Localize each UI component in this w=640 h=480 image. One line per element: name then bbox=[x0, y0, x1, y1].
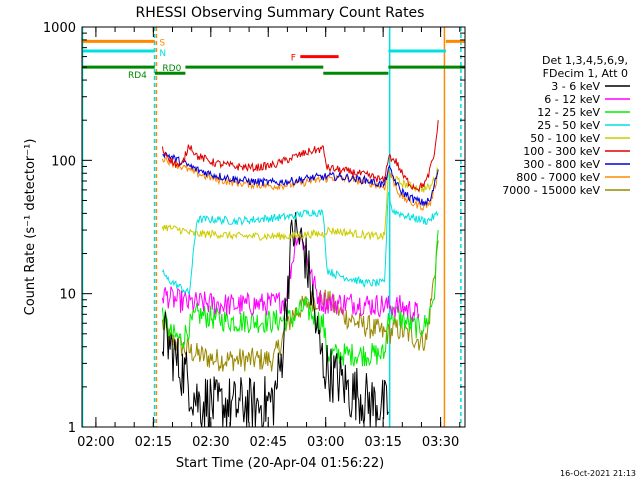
legend-label: 6 - 12 keV bbox=[544, 93, 600, 106]
x-tick-label: 03:30 bbox=[422, 435, 459, 450]
x-tick-label: 02:45 bbox=[250, 435, 287, 450]
x-tick-label: 02:15 bbox=[135, 435, 172, 450]
legend-label: 12 - 25 keV bbox=[537, 106, 600, 119]
legend-header: Det 1,3,4,5,6,9, bbox=[542, 54, 628, 67]
flag-label-rd4: RD4 bbox=[128, 71, 147, 81]
legend-header: FDecim 1, Att 0 bbox=[543, 67, 628, 80]
flag-label-s: S bbox=[159, 38, 165, 48]
y-tick-label: 100 bbox=[51, 154, 76, 169]
y-axis-label: Count Rate (s⁻¹ detector⁻¹) bbox=[23, 139, 38, 316]
flag-label-rd0: RD0 bbox=[162, 64, 181, 74]
y-tick-label: 1 bbox=[68, 421, 76, 436]
flag-label-f: F bbox=[291, 54, 296, 64]
y-tick-label: 10 bbox=[59, 288, 76, 303]
legend-label: 800 - 7000 keV bbox=[516, 171, 600, 184]
legend-label: 3 - 6 keV bbox=[551, 80, 600, 93]
x-tick-label: 02:30 bbox=[192, 435, 229, 450]
legend-label: 100 - 300 keV bbox=[523, 145, 600, 158]
legend-label: 25 - 50 keV bbox=[537, 119, 600, 132]
x-tick-label: 02:00 bbox=[77, 435, 114, 450]
y-tick-label: 1000 bbox=[43, 21, 76, 36]
x-tick-label: 03:15 bbox=[364, 435, 401, 450]
date-stamp: 16-Oct-2021 21:13 bbox=[560, 469, 636, 478]
flag-label-n: N bbox=[159, 49, 166, 59]
legend-label: 7000 - 15000 keV bbox=[502, 184, 600, 197]
x-tick-label: 03:00 bbox=[307, 435, 344, 450]
legend-label: 300 - 800 keV bbox=[523, 158, 600, 171]
legend-label: 50 - 100 keV bbox=[530, 132, 600, 145]
x-axis-label: Start Time (20-Apr-04 01:56:22) bbox=[176, 456, 384, 471]
chart-title: RHESSI Observing Summary Count Rates bbox=[136, 5, 425, 21]
